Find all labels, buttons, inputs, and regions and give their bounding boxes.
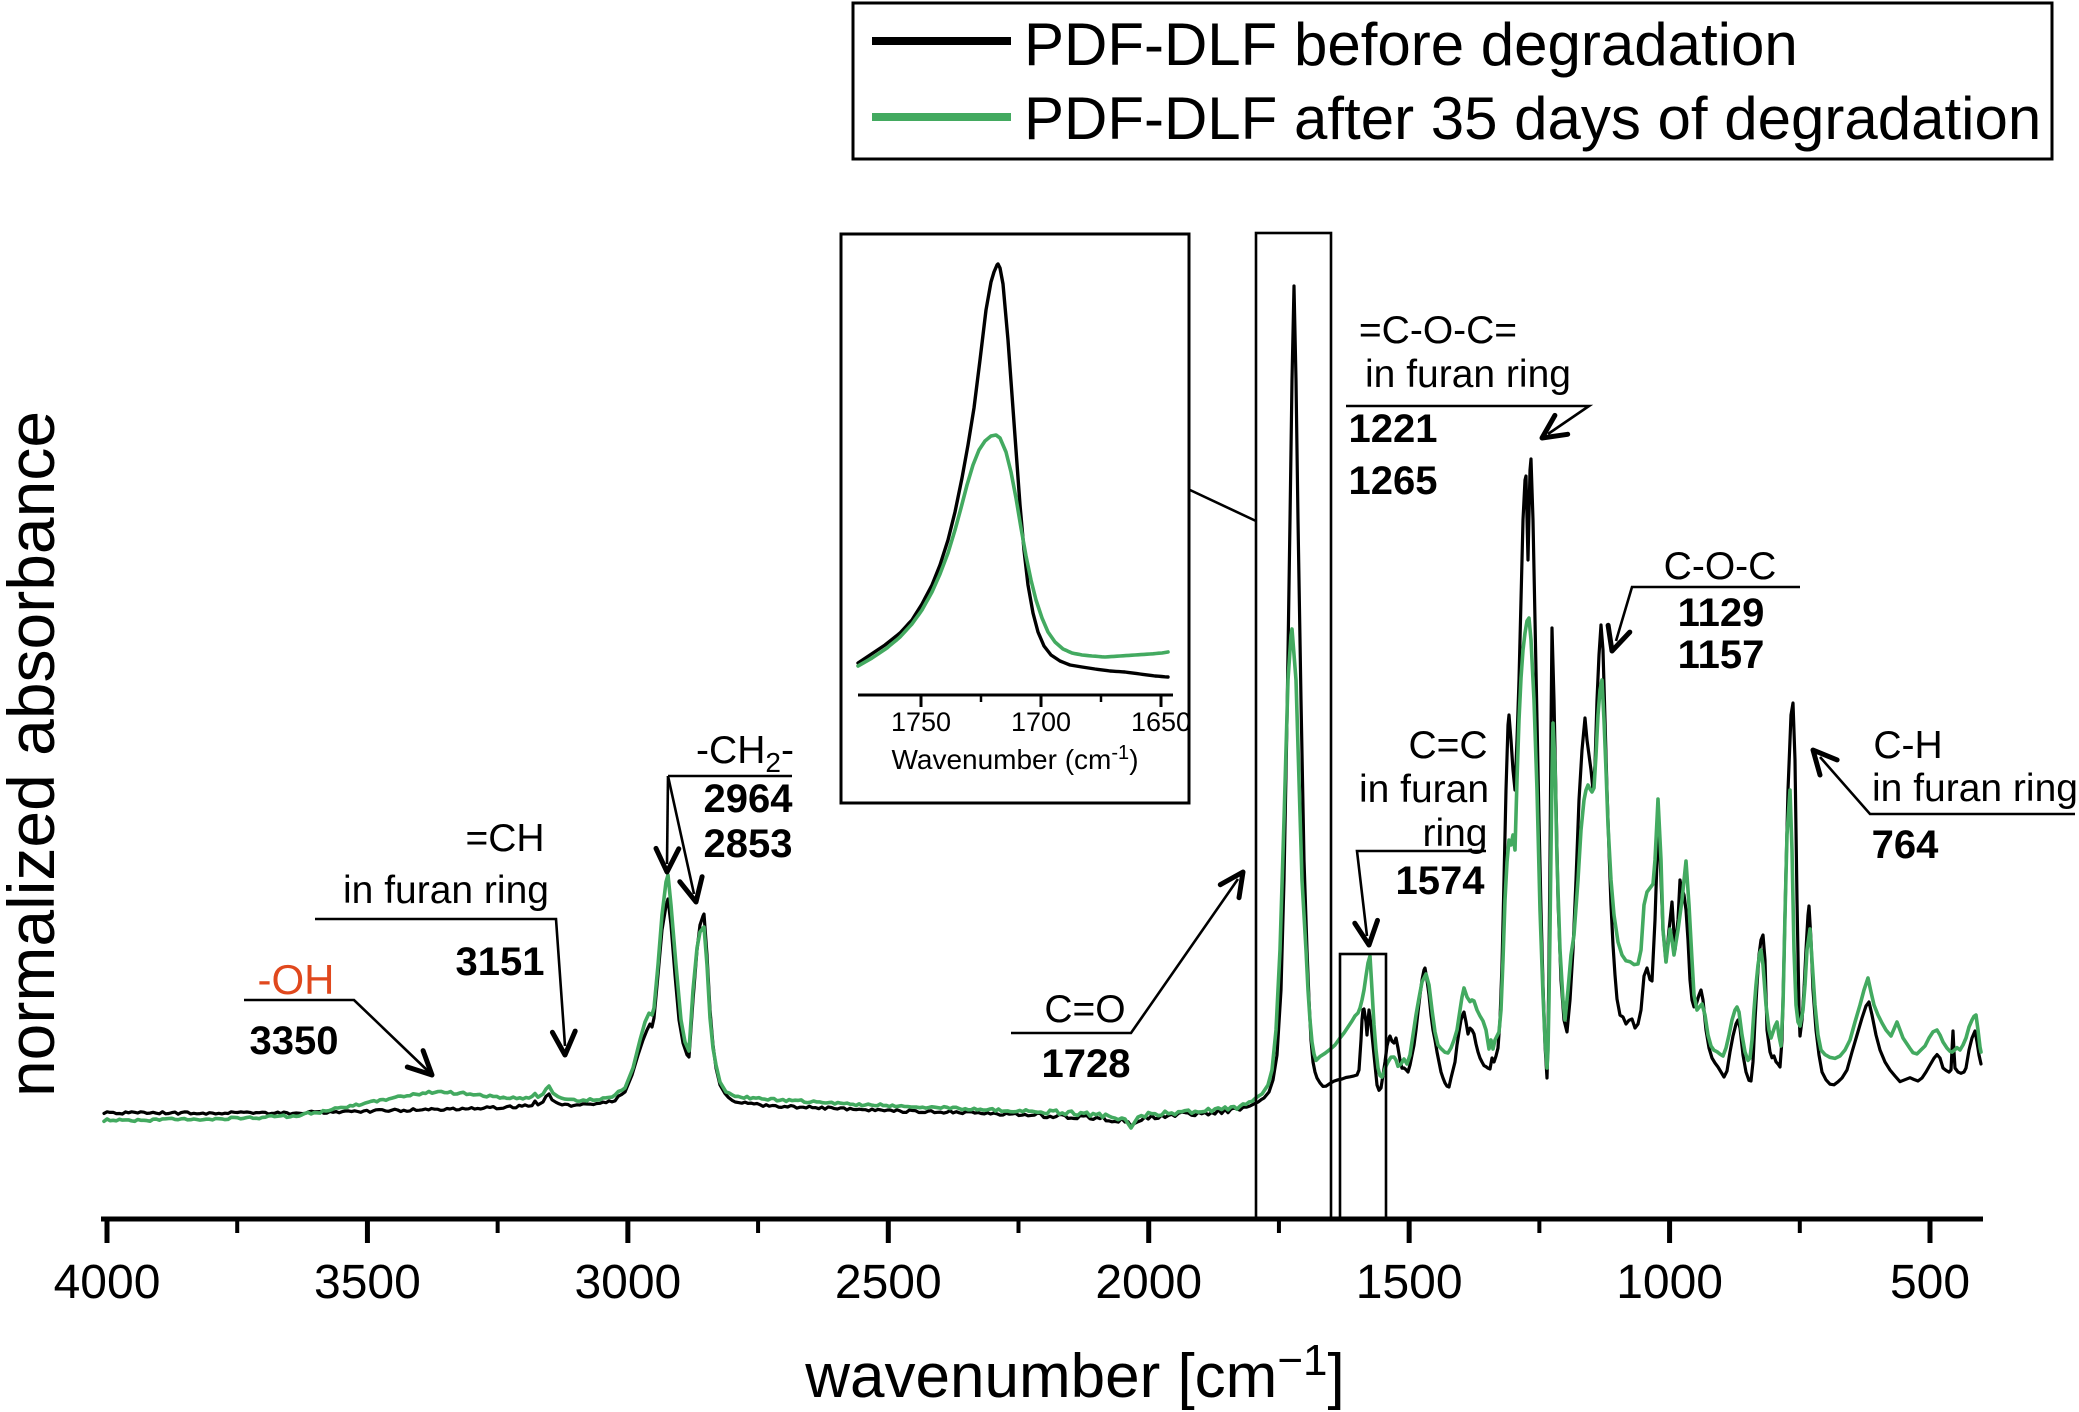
svg-text:500: 500 xyxy=(1890,1256,1970,1309)
svg-text:ring: ring xyxy=(1422,812,1487,855)
svg-text:C-O-C: C-O-C xyxy=(1664,545,1777,588)
svg-text:4000: 4000 xyxy=(54,1256,161,1309)
svg-text:1129: 1129 xyxy=(1678,591,1765,635)
svg-text:1750: 1750 xyxy=(891,707,951,737)
svg-text:2853: 2853 xyxy=(704,822,793,866)
svg-text:1700: 1700 xyxy=(1011,707,1071,737)
svg-text:1574: 1574 xyxy=(1396,859,1486,903)
svg-text:764: 764 xyxy=(1872,823,1939,867)
svg-text:1728: 1728 xyxy=(1042,1042,1131,1086)
svg-text:3500: 3500 xyxy=(314,1256,421,1309)
svg-text:2964: 2964 xyxy=(704,777,794,821)
svg-text:1650: 1650 xyxy=(1131,707,1191,737)
svg-text:2000: 2000 xyxy=(1095,1256,1202,1309)
svg-text:C-H: C-H xyxy=(1873,724,1942,767)
svg-text:3350: 3350 xyxy=(250,1019,339,1063)
svg-text:normalized absorbance: normalized absorbance xyxy=(0,411,68,1097)
svg-text:-CH2-: -CH2- xyxy=(696,729,794,778)
svg-text:1265: 1265 xyxy=(1349,459,1438,503)
svg-text:1221: 1221 xyxy=(1349,407,1438,451)
svg-text:1000: 1000 xyxy=(1616,1256,1723,1309)
svg-text:-OH: -OH xyxy=(258,956,335,1003)
svg-text:in furan: in furan xyxy=(1359,768,1489,811)
svg-text:3151: 3151 xyxy=(456,940,545,984)
svg-text:PDF-DLF after 35 days of degra: PDF-DLF after 35 days of degradation xyxy=(1024,85,2041,152)
svg-text:PDF-DLF before degradation: PDF-DLF before degradation xyxy=(1024,11,1798,78)
svg-text:Wavenumber (cm-1): Wavenumber (cm-1) xyxy=(891,742,1138,775)
svg-text:1500: 1500 xyxy=(1356,1256,1463,1309)
svg-text:in furan ring: in furan ring xyxy=(1365,353,1571,396)
svg-text:C=O: C=O xyxy=(1044,988,1125,1031)
svg-text:=CH: =CH xyxy=(465,817,544,860)
svg-text:=C-O-C=: =C-O-C= xyxy=(1359,309,1517,352)
svg-text:in furan ring: in furan ring xyxy=(343,869,549,912)
svg-text:in furan ring: in furan ring xyxy=(1872,767,2078,810)
svg-text:3000: 3000 xyxy=(574,1256,681,1309)
svg-text:wavenumber [cm−1]: wavenumber [cm−1] xyxy=(804,1336,1344,1411)
svg-text:C=C: C=C xyxy=(1408,724,1487,767)
svg-text:1157: 1157 xyxy=(1678,633,1765,677)
svg-text:2500: 2500 xyxy=(835,1256,942,1309)
